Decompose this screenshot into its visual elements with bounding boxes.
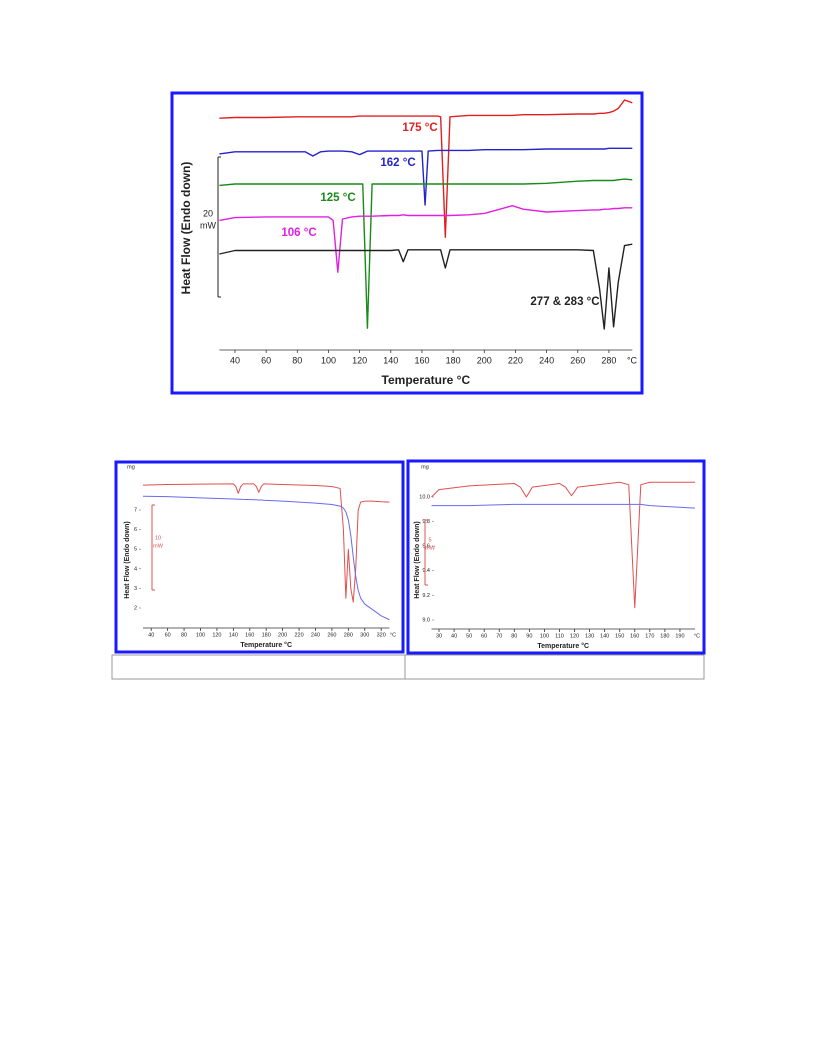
y-tick-label: 5	[134, 547, 137, 553]
data-line	[219, 243, 633, 330]
x-tick-label: 260	[327, 632, 336, 638]
x-tick-label: 320	[377, 632, 386, 638]
x-tick-label: 160	[414, 355, 429, 365]
x-tick-label: 300	[360, 632, 369, 638]
y-tick-label: 9.0	[422, 617, 430, 623]
x-tick-label: 170	[645, 633, 654, 639]
x-tick-label: 60	[261, 355, 271, 365]
x-tick-label: 190	[675, 633, 684, 639]
x-unit: °C	[694, 633, 700, 639]
scale-unit: mW	[153, 543, 164, 549]
x-tick-label: 140	[383, 355, 398, 365]
x-tick-label: 100	[540, 633, 549, 639]
scale-unit: mW	[425, 545, 436, 551]
x-tick-label: 180	[262, 632, 271, 638]
scale-value: 10	[155, 535, 161, 541]
x-tick-label: 150	[615, 633, 624, 639]
y-axis-label: Heat Flow (Endo down)	[414, 521, 421, 598]
peak-annotation: 106 °C	[281, 227, 316, 239]
x-tick-label: 160	[630, 633, 639, 639]
peak-annotation: 162 °C	[380, 157, 415, 169]
y-tick-label: 9.6	[422, 544, 430, 550]
x-axis-label: Temperature °C	[240, 641, 292, 649]
x-tick-label: 140	[600, 633, 609, 639]
x-tick-label: 200	[278, 632, 287, 638]
data-line	[219, 99, 633, 238]
x-tick-label: 240	[311, 632, 320, 638]
x-tick-label: 80	[511, 633, 517, 639]
x-tick-label: 110	[555, 633, 564, 639]
data-line	[431, 503, 696, 509]
x-tick-label: 280	[344, 632, 353, 638]
x-axis-label: Temperature °C	[537, 642, 589, 650]
x-tick-label: 60	[165, 632, 171, 638]
x-tick-label: 100	[196, 632, 205, 638]
y-tick-label: 9.8	[422, 519, 430, 525]
scale-unit: mW	[200, 220, 216, 230]
x-tick-label: 200	[477, 355, 492, 365]
x-tick-label: 120	[352, 355, 367, 365]
x-tick-label: 220	[294, 632, 303, 638]
x-tick-label: 160	[245, 632, 254, 638]
x-unit: °C	[627, 355, 638, 365]
x-tick-label: 260	[570, 355, 585, 365]
peak-annotation: 175 °C	[402, 122, 437, 134]
x-tick-label: 180	[660, 633, 669, 639]
x-tick-label: 100	[321, 355, 336, 365]
scale-value: 20	[203, 208, 213, 218]
x-axis-label: Temperature °C	[382, 373, 471, 387]
x-tick-label: 180	[446, 355, 461, 365]
figure-frame	[406, 459, 706, 655]
data-line	[219, 147, 633, 206]
data-line	[219, 205, 633, 273]
x-tick-label: 40	[148, 632, 154, 638]
data-line	[219, 178, 633, 329]
y-axis-label: Heat Flow (Endo down)	[179, 162, 193, 295]
y-axis-label: Heat Flow (Endo down)	[124, 521, 131, 598]
y-tick-label: 9.4	[422, 568, 430, 574]
peak-annotation: 125 °C	[320, 192, 355, 204]
x-tick-label: 80	[181, 632, 187, 638]
x-tick-label: 240	[539, 355, 554, 365]
peak-annotation: 277 & 283 °C	[530, 296, 599, 308]
x-tick-label: 80	[292, 355, 302, 365]
x-tick-label: 30	[436, 633, 442, 639]
x-tick-label: 50	[466, 633, 472, 639]
x-unit: °C	[390, 632, 396, 638]
x-tick-label: 280	[601, 355, 616, 365]
y-unit: mg	[421, 464, 429, 470]
x-tick-label: 120	[570, 633, 579, 639]
x-tick-label: 70	[496, 633, 502, 639]
y-unit: mg	[127, 464, 135, 470]
data-line	[431, 481, 695, 609]
y-tick-label: 6	[134, 527, 137, 533]
x-tick-label: 120	[212, 632, 221, 638]
x-tick-label: 40	[230, 355, 240, 365]
x-tick-label: 90	[526, 633, 532, 639]
data-line	[142, 483, 390, 603]
caption-table	[111, 654, 705, 680]
data-line	[142, 495, 390, 621]
y-tick-label: 2	[134, 605, 137, 611]
scale-value: 5	[428, 537, 431, 543]
x-tick-label: 40	[451, 633, 457, 639]
x-tick-label: 60	[481, 633, 487, 639]
y-tick-label: 10.0	[419, 494, 430, 500]
x-tick-label: 140	[229, 632, 238, 638]
y-tick-label: 3	[134, 586, 137, 592]
figure-frame	[170, 91, 644, 395]
y-tick-label: 9.2	[422, 593, 430, 599]
x-tick-label: 130	[585, 633, 594, 639]
y-tick-label: 7	[134, 507, 137, 513]
y-tick-label: 4	[134, 566, 137, 572]
x-tick-label: 220	[508, 355, 523, 365]
figure-frame	[114, 460, 405, 654]
